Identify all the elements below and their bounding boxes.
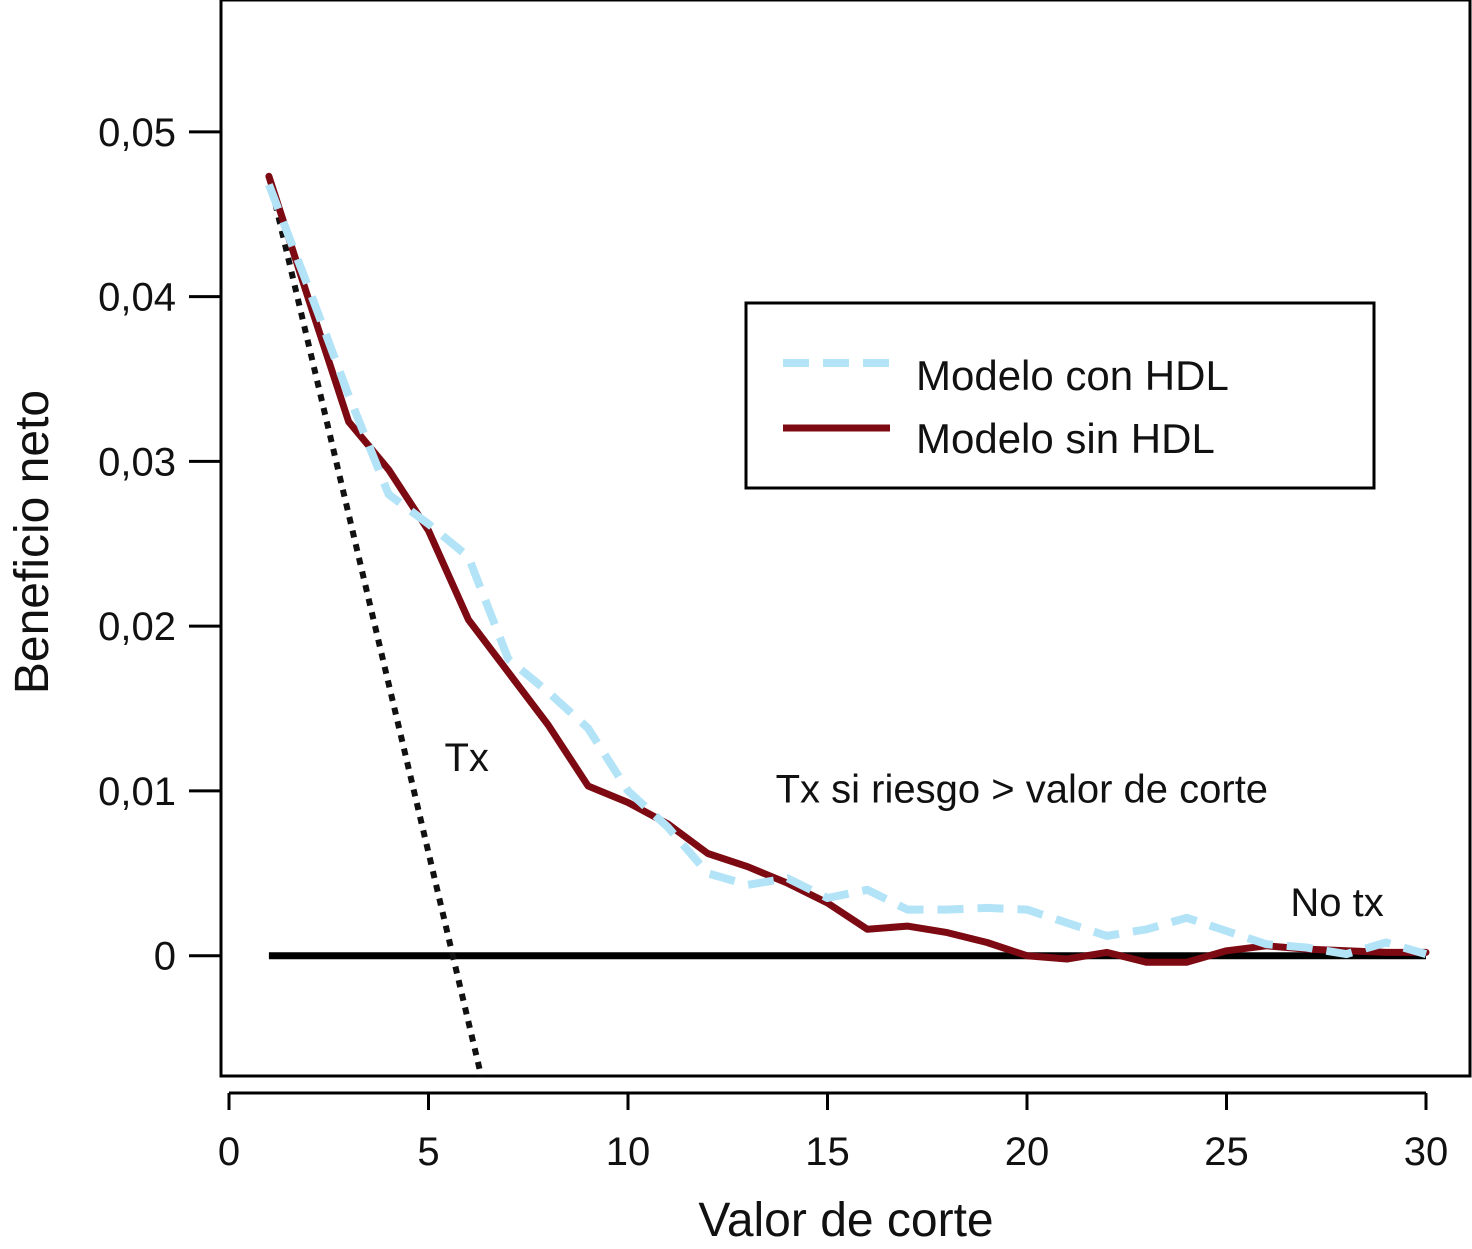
x-tick-label: 20 (1005, 1130, 1050, 1174)
x-tick-label: 10 (606, 1130, 651, 1174)
y-axis: 0 0,01 0,02 0,03 0,04 0,05 (98, 111, 221, 979)
legend-label-sin-hdl: Modelo sin HDL (916, 415, 1215, 462)
y-tick-label: 0,02 (98, 605, 176, 649)
series-modelo-con-hdl (265, 183, 1428, 959)
series-modelo-sin-hdl (265, 172, 1430, 966)
y-tick-label: 0,03 (98, 440, 176, 484)
x-axis-label: Valor de corte (698, 1194, 993, 1247)
y-tick-label: 0 (154, 935, 176, 979)
legend-label-con-hdl: Modelo con HDL (916, 352, 1229, 399)
annotation-treatment-rule: Tx si riesgo > valor de corte (776, 767, 1268, 811)
y-axis-label: Beneficio neto (6, 390, 59, 694)
y-tick-label: 0,01 (98, 770, 176, 814)
series-treat-all (265, 175, 485, 1077)
annotation-tx: Tx (444, 736, 488, 780)
y-tick-label: 0,05 (98, 111, 176, 155)
x-tick-label: 0 (218, 1130, 240, 1174)
y-tick-label: 0,04 (98, 276, 176, 320)
x-tick-label: 15 (805, 1130, 850, 1174)
legend: Modelo con HDL Modelo sin HDL (744, 301, 1376, 490)
x-tick-label: 5 (417, 1130, 439, 1174)
x-tick-label: 25 (1204, 1130, 1249, 1174)
annotation-no-tx: No tx (1290, 881, 1383, 925)
series-layer (265, 172, 1430, 1077)
x-tick-label: 30 (1404, 1130, 1449, 1174)
plot-frame (219, 0, 1472, 1078)
legend-box (744, 301, 1376, 490)
x-axis: 0 5 10 15 20 25 30 (218, 1091, 1449, 1174)
